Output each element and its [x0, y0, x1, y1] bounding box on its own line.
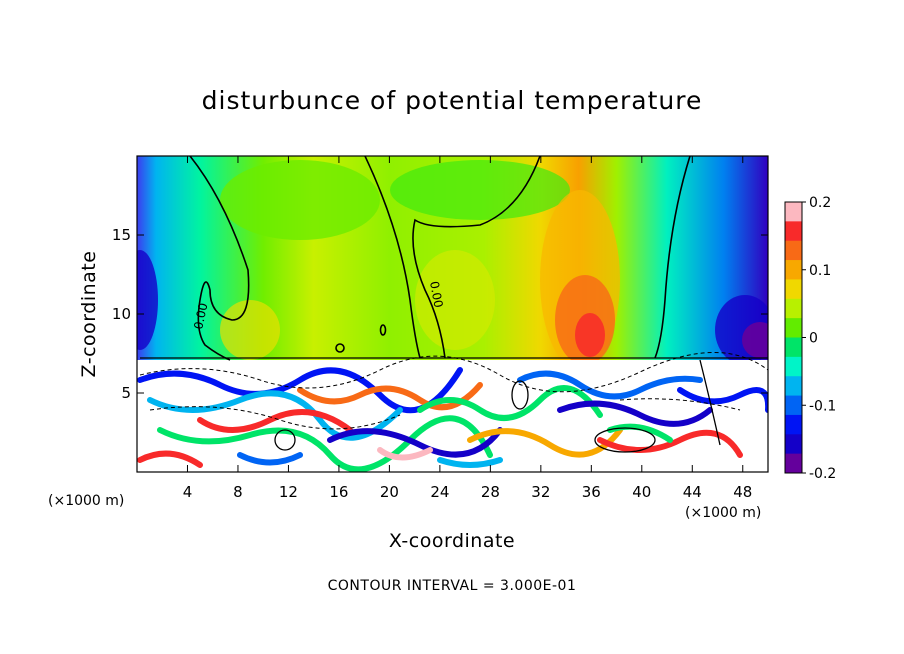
- x-tick-label: 32: [531, 483, 550, 501]
- chart-title: disturbunce of potential temperature: [201, 86, 703, 115]
- colorbar: 0.2 0.1 0 -0.1 -0.2: [784, 195, 836, 482]
- colorbar-swatch: [785, 260, 802, 280]
- contour-label-middle: 0.00: [427, 280, 445, 309]
- colorbar-swatch: [785, 318, 802, 338]
- field-patch-yellow-mid: [415, 250, 495, 350]
- contour-label-left: 0.00: [191, 302, 210, 331]
- x-axis-ticks: 4 8 12 16 20 24 28 32 36 40 44 48: [183, 156, 752, 501]
- x-unit-label-left: (×1000 m): [48, 493, 124, 509]
- x-tick-label: 44: [683, 483, 702, 501]
- colorbar-swatch: [785, 240, 802, 261]
- field-patch-upper-green: [220, 160, 380, 240]
- contour-lines-lower: [139, 352, 768, 430]
- x-tick-label: 36: [582, 483, 601, 501]
- x-axis-title: X-coordinate: [389, 530, 515, 552]
- field-patch-cold-left: [137, 250, 158, 350]
- x-tick-label: 28: [481, 483, 500, 501]
- y-axis-title: Z-coordinate: [78, 251, 100, 378]
- y-tick-label: 5: [121, 384, 131, 402]
- colorbar-tick-label: 0: [809, 331, 818, 347]
- colorbar-swatch: [785, 395, 802, 416]
- x-tick-label: 12: [279, 483, 298, 501]
- colorbar-swatch: [785, 356, 802, 377]
- colorbar-swatch: [785, 414, 802, 435]
- colorbar-swatch: [785, 337, 802, 358]
- colorbar-tick-label: -0.1: [809, 398, 836, 414]
- x-tick-label: 48: [733, 483, 752, 501]
- colorbar-swatch: [785, 453, 802, 474]
- contour-lines-solid-lower: [140, 357, 768, 453]
- lower-layer-eddies: [137, 367, 768, 472]
- x-unit-label-right: (×1000 m): [685, 505, 761, 521]
- colorbar-tick-label: -0.2: [809, 466, 836, 482]
- colorbar-tick-label: 0.2: [809, 195, 831, 211]
- field-patch-purple-right: [742, 322, 768, 358]
- colorbar-swatch: [785, 434, 802, 455]
- colorbar-tick-label: 0.1: [809, 263, 831, 279]
- heatmap-field: [137, 156, 768, 472]
- colorbar-swatch: [785, 279, 802, 300]
- y-axis-ticks: 5 10 15: [112, 226, 768, 402]
- x-tick-label: 8: [233, 483, 243, 501]
- y-tick-label: 10: [112, 305, 131, 323]
- colorbar-swatch: [785, 221, 802, 242]
- colorbar-swatch: [785, 298, 802, 319]
- field-patch-upper-green-2: [390, 160, 570, 220]
- x-tick-label: 4: [183, 483, 193, 501]
- contour-lines: [189, 156, 691, 361]
- colorbar-swatch: [785, 376, 802, 397]
- contour-interval-note: CONTOUR INTERVAL = 3.000E-01: [327, 578, 577, 594]
- x-tick-label: 20: [380, 483, 399, 501]
- x-tick-label: 24: [430, 483, 449, 501]
- field-patch-warm-center: [575, 313, 605, 357]
- colorbar-swatch: [785, 202, 802, 222]
- y-tick-label: 15: [112, 226, 131, 244]
- x-tick-label: 16: [329, 483, 348, 501]
- x-tick-label: 40: [632, 483, 651, 501]
- field-patch-yellow-left: [220, 300, 280, 360]
